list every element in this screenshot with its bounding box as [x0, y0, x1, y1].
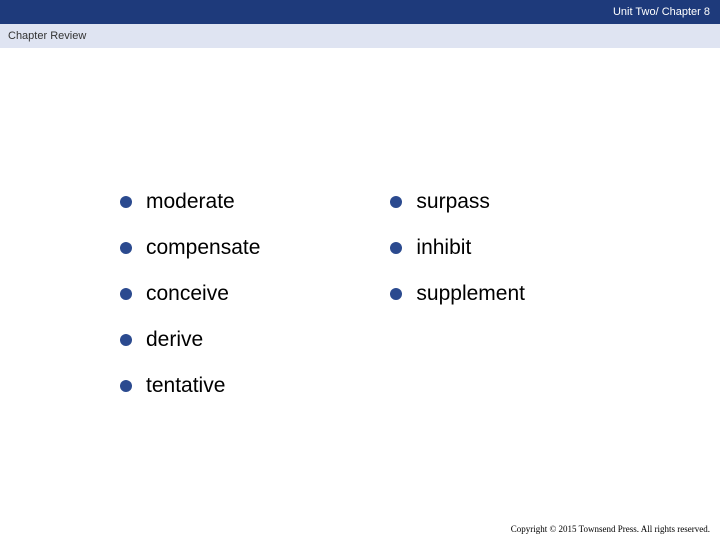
vocab-word: tentative [146, 374, 225, 398]
vocab-word: conceive [146, 282, 229, 306]
word-list-container: moderate compensate conceive derive tent… [120, 190, 525, 398]
bullet-icon [120, 288, 132, 300]
subheader-bar: Chapter Review [0, 24, 720, 48]
list-item: moderate [120, 190, 260, 214]
header-bar: Unit Two/ Chapter 8 [0, 0, 720, 24]
list-item: compensate [120, 236, 260, 260]
copyright-footer: Copyright © 2015 Townsend Press. All rig… [511, 524, 710, 534]
list-item: inhibit [390, 236, 525, 260]
list-item: supplement [390, 282, 525, 306]
right-column: surpass inhibit supplement [390, 190, 525, 398]
vocab-word: moderate [146, 190, 235, 214]
list-item: tentative [120, 374, 260, 398]
list-item: derive [120, 328, 260, 352]
subheader-title: Chapter Review [8, 30, 86, 42]
bullet-icon [390, 288, 402, 300]
bullet-icon [390, 242, 402, 254]
header-title: Unit Two/ Chapter 8 [613, 6, 710, 18]
bullet-icon [120, 196, 132, 208]
left-column: moderate compensate conceive derive tent… [120, 190, 260, 398]
vocab-word: supplement [416, 282, 525, 306]
list-item: conceive [120, 282, 260, 306]
vocab-word: derive [146, 328, 203, 352]
bullet-icon [120, 380, 132, 392]
vocab-word: inhibit [416, 236, 471, 260]
bullet-icon [120, 334, 132, 346]
bullet-icon [120, 242, 132, 254]
list-item: surpass [390, 190, 525, 214]
vocab-word: compensate [146, 236, 260, 260]
bullet-icon [390, 196, 402, 208]
vocab-word: surpass [416, 190, 490, 214]
